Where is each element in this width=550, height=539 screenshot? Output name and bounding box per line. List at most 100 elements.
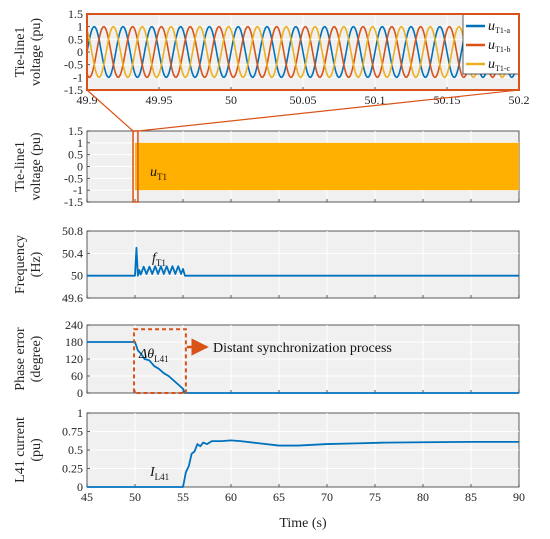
f-t1-label: fT1	[152, 251, 166, 268]
delta-theta-l41-label-main: Δθ	[138, 347, 154, 362]
y-tick-label: 120	[65, 352, 83, 366]
y-axis-label: Tie-line1voltage (pu)	[13, 132, 44, 200]
legend-entry-uT1-a: uT1-a	[488, 19, 511, 35]
u-t1-label-sub: T1	[157, 172, 167, 182]
panel-4: 240 180 120 60 0 Phase error(degree)	[13, 318, 520, 400]
f-t1-label-main: f	[152, 251, 158, 266]
series-line-uT1-c	[87, 25, 519, 79]
x-tick-label: 80	[417, 490, 429, 504]
phase-waves	[87, 25, 519, 79]
zoom-connector-right	[137, 89, 520, 132]
x-tick-label: 49.9	[77, 93, 98, 107]
x-tick-label: 50.15	[434, 93, 461, 107]
y-tick-label: 0	[77, 386, 83, 400]
y-axis-label-line: L41 current	[13, 417, 28, 483]
y-tick-label: 1	[77, 406, 83, 420]
y-tick-label: 50.4	[62, 246, 83, 260]
y-axis-label-line: (pu)	[29, 438, 44, 462]
legend-entry-main: u	[488, 57, 495, 72]
legend-entry-uT1-b: uT1-b	[488, 38, 511, 54]
y-tick-label: 50.8	[62, 224, 83, 238]
sync-process-label: Distant synchronization process	[213, 341, 392, 356]
y-axis-label-line: (Hz)	[29, 251, 44, 277]
y-axis-label: Phase error(degree)	[13, 327, 44, 391]
x-tick-label: 50.2	[509, 93, 530, 107]
f-t1-label-sub: T1	[156, 258, 166, 268]
x-tick-label: 49.95	[146, 93, 173, 107]
delta-theta-l41-label: ΔθL41	[138, 347, 169, 364]
x-tick-label: 50.1	[365, 93, 386, 107]
panel-3: 50.8 50.4 50 49.6 Frequency(Hz)	[13, 224, 520, 305]
delta-theta-l41-label-sub: L41	[154, 354, 169, 364]
legend-entry-sub: T1-c	[495, 64, 511, 73]
y-tick-label: 1	[77, 136, 83, 150]
panel-1: 1.510.50-0.5-1-1.549.9 49.95 50 50.05 50.1 50…	[13, 7, 530, 107]
legend-entry-main: u	[488, 19, 495, 34]
y-tick-label: 0	[77, 480, 83, 494]
y-axis-label-line: Frequency	[13, 235, 28, 294]
y-tick-label: -1.5	[64, 195, 83, 209]
i-l41-label-main: I	[149, 465, 156, 480]
x-tick-label: 55	[177, 490, 189, 504]
y-axis-label-line: voltage (pu)	[29, 132, 44, 200]
legend-entry-uT1-c: uT1-c	[488, 57, 511, 73]
voltage-envelope-area	[135, 142, 519, 191]
zoom-connector-left	[86, 89, 134, 132]
y-tick-label: -1.5	[64, 83, 83, 97]
y-tick-label: -1	[73, 70, 83, 84]
y-tick-label: -0.5	[64, 58, 83, 72]
y-axis-label: Frequency(Hz)	[13, 235, 44, 294]
series-line-uT1-a	[87, 25, 519, 79]
i-l41-label-sub: L41	[155, 472, 170, 482]
i-l41-label: IL41	[149, 465, 169, 482]
y-tick-label: 240	[65, 318, 83, 332]
x-tick-label: 65	[273, 490, 285, 504]
x-tick-label: 50	[129, 490, 141, 504]
x-tick-label: 70	[321, 490, 333, 504]
panels: 1.510.50-0.5-1-1.549.9 49.95 50 50.05 50.1 50…	[13, 7, 530, 504]
plot-area	[86, 230, 520, 299]
y-tick-label: 0.5	[68, 32, 83, 46]
x-tick-label: 85	[465, 490, 477, 504]
x-tick-label: 75	[369, 490, 381, 504]
zoom-frame	[86, 13, 520, 91]
sync-process-box	[133, 328, 187, 394]
y-axis-label: L41 current(pu)	[13, 417, 44, 483]
series-line-ΔθL41	[87, 341, 519, 394]
y-axis-label-line: Tie-line1	[13, 27, 28, 78]
y-tick-label: 50	[71, 269, 83, 283]
x-tick-label: 50	[225, 93, 237, 107]
y-tick-label: 1.5	[68, 124, 83, 138]
legend-entry-main: u	[488, 38, 495, 53]
series-line-fT1	[87, 246, 519, 277]
y-tick-label: 1	[77, 20, 83, 34]
y-tick-label: 1.5	[68, 7, 83, 21]
y-tick-label: 0	[77, 160, 83, 174]
legend-entry-sub: T1-b	[495, 45, 511, 54]
panel-5: 1 0.75 0.5 0.25 045 50 55 60 65 70 75 80 85 90 L41 cur…	[13, 406, 525, 504]
y-tick-label: 0	[77, 45, 83, 59]
x-tick-label: 45	[81, 490, 93, 504]
x-tick-label: 60	[225, 490, 237, 504]
y-axis-label: Tie-line1voltage (pu)	[13, 18, 44, 86]
y-tick-label: 0.5	[68, 443, 83, 457]
y-tick-label: 0.75	[62, 425, 83, 439]
y-tick-label: 60	[71, 369, 83, 383]
y-tick-label: 0.25	[62, 462, 83, 476]
x-axis-label: Time (s)	[279, 516, 327, 531]
x-tick-label: 50.05	[290, 93, 317, 107]
y-axis-label-line: Tie-line1	[13, 141, 28, 192]
y-axis-label-line: Phase error	[13, 327, 28, 391]
series-line-uT1-b	[87, 25, 519, 79]
y-tick-label: 0.5	[68, 148, 83, 162]
legend-entry-sub: T1-a	[495, 26, 511, 35]
u-t1-label-main: u	[150, 165, 157, 180]
y-axis-label-line: (degree)	[29, 335, 44, 382]
x-tick-label: 90	[513, 490, 525, 504]
y-axis-label-line: voltage (pu)	[29, 18, 44, 86]
y-tick-label: 180	[65, 335, 83, 349]
y-tick-label: 49.6	[62, 291, 83, 305]
zoom-window	[132, 130, 139, 203]
